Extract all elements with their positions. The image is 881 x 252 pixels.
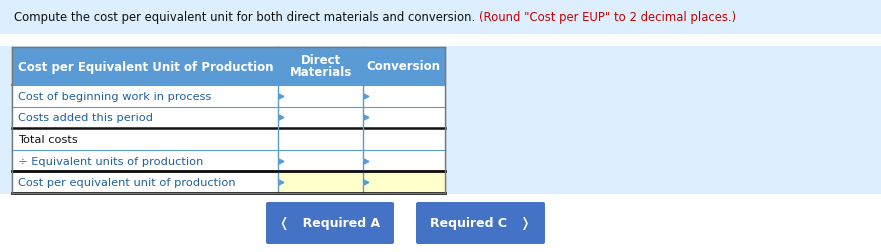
FancyBboxPatch shape <box>0 35 881 47</box>
FancyBboxPatch shape <box>12 129 445 150</box>
FancyBboxPatch shape <box>12 107 445 129</box>
FancyBboxPatch shape <box>12 48 445 86</box>
Text: ❬   Required A: ❬ Required A <box>279 217 381 230</box>
FancyBboxPatch shape <box>12 150 445 172</box>
FancyBboxPatch shape <box>266 202 394 244</box>
Text: Total costs: Total costs <box>18 135 78 144</box>
FancyBboxPatch shape <box>0 0 881 35</box>
Text: Costs added this period: Costs added this period <box>18 113 153 123</box>
Text: Compute the cost per equivalent unit for both direct materials and conversion.: Compute the cost per equivalent unit for… <box>14 11 479 23</box>
FancyBboxPatch shape <box>12 172 445 193</box>
Text: (Round "Cost per EUP" to 2 decimal places.): (Round "Cost per EUP" to 2 decimal place… <box>479 11 737 23</box>
Text: Cost per Equivalent Unit of Production: Cost per Equivalent Unit of Production <box>18 60 273 73</box>
FancyBboxPatch shape <box>12 48 445 193</box>
FancyBboxPatch shape <box>416 202 545 244</box>
Text: Cost per equivalent unit of production: Cost per equivalent unit of production <box>18 177 235 187</box>
FancyBboxPatch shape <box>0 194 881 252</box>
Text: Conversion: Conversion <box>366 60 440 73</box>
FancyBboxPatch shape <box>278 172 445 193</box>
Text: Direct: Direct <box>300 54 341 67</box>
FancyBboxPatch shape <box>12 86 445 107</box>
Text: ÷ Equivalent units of production: ÷ Equivalent units of production <box>18 156 204 166</box>
Text: Materials: Materials <box>289 66 352 79</box>
Text: Required C   ❭: Required C ❭ <box>430 217 531 230</box>
Text: Cost of beginning work in process: Cost of beginning work in process <box>18 91 211 101</box>
